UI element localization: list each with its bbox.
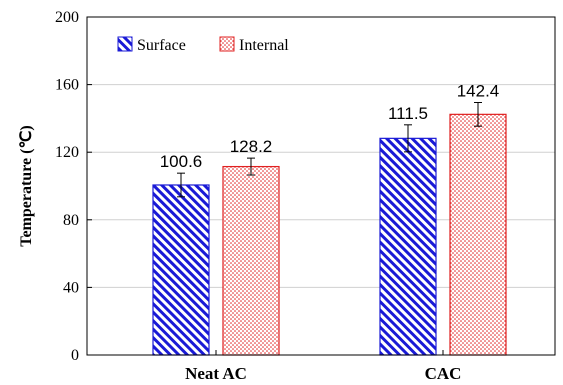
y-axis: 0 40 80 120 160 200 (55, 9, 92, 364)
plot-area-frame (86, 16, 556, 356)
y-axis-label: Temperature (℃) (18, 125, 35, 247)
bar-internal-cac (449, 113, 507, 356)
value-labels: 100.6 128.2 111.5 142.4 (160, 82, 500, 172)
legend-label-internal: Internal (239, 37, 289, 54)
x-category-label: CAC (425, 364, 462, 383)
error-bars (177, 102, 482, 198)
y-tick-label: 160 (55, 77, 79, 94)
bar-internal-neat-ac (222, 165, 280, 356)
data-label: 100.6 (160, 152, 203, 171)
x-category-label: Neat AC (185, 364, 247, 383)
data-label: 128.2 (230, 137, 273, 156)
legend-swatch-internal (219, 36, 235, 52)
data-label: 142.4 (457, 82, 500, 101)
y-tick-label: 120 (55, 144, 79, 161)
data-label: 111.5 (388, 104, 428, 123)
bar-surface-neat-ac (152, 184, 210, 356)
legend-label-surface: Surface (137, 37, 186, 54)
y-tick-label: 0 (71, 347, 79, 364)
legend: Surface Internal (117, 36, 289, 54)
y-tick-label: 40 (63, 279, 79, 296)
x-axis: Neat AC CAC (185, 350, 461, 383)
bar-surface-cac (379, 137, 437, 356)
y-tick-label: 200 (55, 9, 79, 26)
legend-swatch-surface (117, 36, 133, 52)
y-tick-label: 80 (63, 212, 79, 229)
bars (152, 113, 507, 356)
